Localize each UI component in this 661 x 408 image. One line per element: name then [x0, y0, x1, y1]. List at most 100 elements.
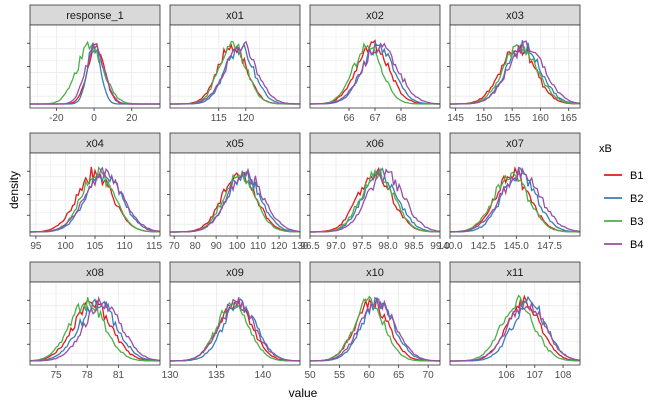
- legend-label-b3: B3: [630, 216, 643, 228]
- x-tick-label: 165: [560, 113, 577, 124]
- x-tick-label: 97.0: [326, 241, 346, 252]
- facet-panel: x04 95 100 105 110 115: [27, 132, 162, 252]
- facet-plot-area: [170, 25, 300, 108]
- x-tick-label: 98.5: [404, 241, 424, 252]
- facet-panel: response_1 -20 0 20: [27, 4, 161, 124]
- density-line-b4: [310, 42, 440, 105]
- legend-label-b4: B4: [630, 239, 643, 251]
- x-tick-label: 50: [304, 370, 316, 381]
- density-line-b1: [29, 299, 160, 362]
- x-tick-label: 0: [91, 113, 97, 124]
- x-tick-label: 155: [504, 113, 521, 124]
- facet-strip-label: x10: [366, 267, 384, 279]
- x-tick-label: 70: [169, 241, 181, 252]
- density-line-b2: [450, 166, 580, 233]
- facet-panel: x11 106 107 108: [447, 261, 581, 381]
- facet-panel: x02 66 67 68: [307, 4, 441, 124]
- density-line-b4: [170, 167, 301, 233]
- facet-strip-label: x03: [506, 10, 524, 22]
- facet-plot-area: [30, 25, 160, 108]
- density-line-b4: [449, 166, 581, 233]
- x-tick-label: 107: [526, 370, 543, 381]
- x-tick-label: 81: [113, 370, 125, 381]
- facet-strip-label: x02: [366, 10, 384, 22]
- legend-label-b2: B2: [630, 193, 643, 205]
- facet-plot-area: [170, 282, 300, 365]
- x-tick-label: 150: [476, 113, 493, 124]
- x-tick-label: 55: [334, 370, 346, 381]
- facet-strip-label: x11: [507, 267, 524, 279]
- x-tick-label: 110: [250, 241, 266, 252]
- facet-plot-area: [170, 153, 300, 236]
- legend-label-b1: B1: [630, 170, 643, 182]
- facet-panel: x09 130 135 140: [162, 261, 301, 381]
- x-tick-label: 110: [117, 241, 133, 252]
- x-tick-label: 140.0: [437, 241, 462, 252]
- x-tick-label: 20: [126, 113, 138, 124]
- x-tick-label: 60: [364, 370, 376, 381]
- x-tick-label: 142.5: [471, 241, 496, 252]
- facet-panel: x03 145 150 155 160 165: [447, 4, 581, 124]
- facet-strip-label: x01: [226, 10, 244, 22]
- x-tick-label: 140: [255, 370, 272, 381]
- x-tick-label: 95: [30, 241, 42, 252]
- facet-strip-label: x09: [226, 267, 244, 279]
- density-line-b3: [310, 41, 440, 105]
- x-tick-label: 100: [229, 241, 246, 252]
- x-tick-label: 100: [57, 241, 74, 252]
- facet-strip-label: x07: [506, 138, 524, 150]
- x-tick-label: 75: [50, 370, 62, 381]
- x-tick-label: 97.5: [352, 241, 372, 252]
- x-tick-label: 68: [395, 113, 407, 124]
- facet-plot-area: [310, 282, 440, 365]
- facet-panel: x10 50 55 60 65 70: [304, 261, 441, 381]
- x-tick-label: -20: [49, 113, 64, 124]
- facet-panel: x08 75 78 81: [27, 261, 161, 381]
- x-tick-label: 145: [447, 113, 464, 124]
- x-tick-label: 130: [162, 370, 179, 381]
- facet-plot-area: [30, 282, 160, 365]
- density-line-b2: [310, 296, 441, 362]
- density-line-b4: [450, 40, 581, 105]
- x-tick-label: 70: [423, 370, 435, 381]
- facet-panel: x07 140.0 142.5 145.0 147.5: [437, 132, 581, 252]
- x-tick-label: 66: [343, 113, 355, 124]
- x-tick-label: 80: [190, 241, 202, 252]
- density-line-b4: [309, 296, 441, 362]
- facet-strip-label: x08: [86, 267, 104, 279]
- x-tick-label: 120: [271, 241, 288, 252]
- x-tick-label: 90: [211, 241, 223, 252]
- facet-plot-area: [450, 153, 580, 236]
- facet-strip-label: response_1: [66, 10, 124, 22]
- density-line-b3: [449, 171, 580, 233]
- x-tick-label: 130: [292, 241, 309, 252]
- x-tick-label: 106: [498, 370, 515, 381]
- x-tick-label: 78: [82, 370, 94, 381]
- legend-title: xB: [599, 143, 612, 155]
- facet-strip-label: x04: [86, 138, 104, 150]
- density-line-b4: [30, 295, 161, 362]
- facet-panel: x06 96.5 97.0 97.5 98.0 98.5 99.0: [300, 132, 450, 252]
- density-line-b4: [170, 40, 301, 105]
- x-tick-label: 115: [211, 113, 227, 124]
- x-tick-label: 115: [146, 241, 162, 252]
- facet-strip-label: x05: [226, 138, 244, 150]
- x-tick-label: 145.0: [504, 241, 529, 252]
- legend: xB B1 B2 B3 B4: [599, 143, 643, 251]
- x-tick-label: 67: [369, 113, 381, 124]
- density-line-b3: [309, 295, 440, 362]
- x-tick-label: 98.0: [378, 241, 398, 252]
- density-line-b2: [30, 298, 161, 362]
- y-axis-title: density: [7, 171, 21, 209]
- x-tick-label: 147.5: [537, 241, 562, 252]
- x-tick-label: 105: [87, 241, 104, 252]
- x-tick-label: 99.0: [430, 241, 450, 252]
- density-line-b4: [30, 43, 160, 105]
- facet-grid: response_1 -20 0 20 x01 115 120 x02 66 67 68 x03 145…: [27, 4, 581, 381]
- density-line-b4: [169, 297, 300, 362]
- facet-strip-label: x06: [366, 138, 384, 150]
- x-tick-label: 65: [393, 370, 405, 381]
- density-line-b4: [30, 166, 161, 233]
- x-tick-label: 160: [532, 113, 549, 124]
